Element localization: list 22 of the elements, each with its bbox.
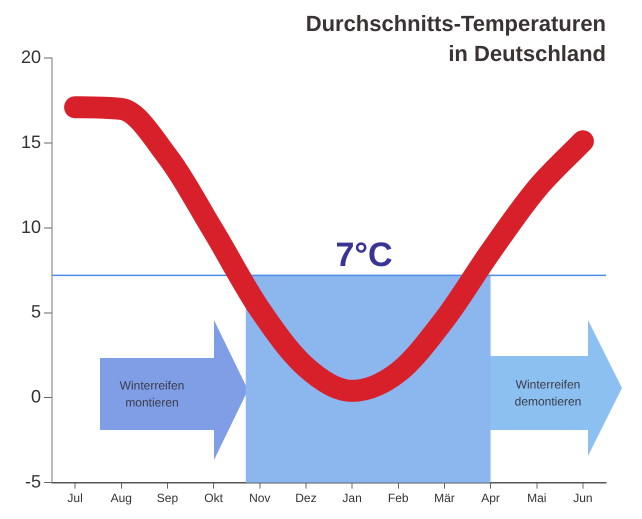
- y-tick-label: 10: [20, 216, 42, 237]
- x-tick-label: Sep: [156, 491, 178, 506]
- x-tick-label: Aug: [110, 491, 132, 506]
- x-tick-label: Jan: [342, 491, 362, 506]
- x-tick-label: Jun: [573, 491, 593, 506]
- y-tick-label: 15: [20, 132, 42, 152]
- x-tick-label: Dez: [295, 491, 317, 506]
- annotation: Winterreifen demontieren: [514, 377, 582, 408]
- annotation: Winterreifen montieren: [120, 378, 184, 410]
- ref-line-label: 7°C: [335, 236, 393, 274]
- x-tick-label: Mai: [527, 491, 546, 506]
- x-tick-label: Apr: [481, 491, 500, 506]
- y-tick-label: 20: [20, 46, 42, 67]
- x-tick-label: Nov: [249, 491, 270, 506]
- y-tick-label: -5: [25, 472, 42, 492]
- x-tick-label: Okt: [204, 491, 224, 506]
- x-tick-label: Feb: [388, 491, 409, 506]
- y-tick-label: 0: [31, 386, 42, 407]
- x-tick-label: Mär: [434, 491, 455, 506]
- y-tick-label: 5: [31, 302, 42, 322]
- x-tick-label: Jul: [67, 491, 83, 506]
- chart-title: Durchschnitts-Temperaturen in Deutschland: [306, 11, 606, 66]
